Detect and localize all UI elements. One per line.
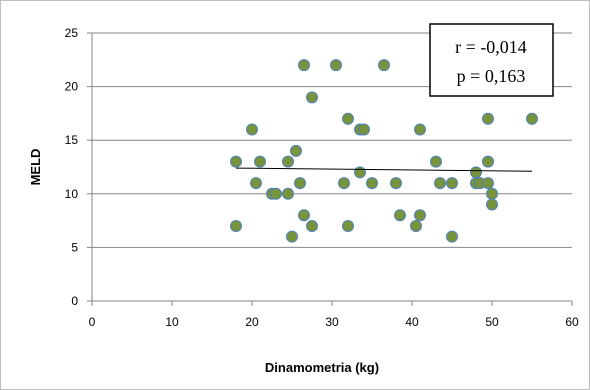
scatter-point (434, 177, 446, 190)
scatter-point (354, 166, 366, 179)
stats-r-value: r = -0,014 (455, 37, 527, 57)
scatter-point (306, 91, 318, 104)
scatter-point (250, 177, 262, 190)
points-layer (230, 59, 538, 243)
scatter-point (482, 155, 494, 168)
x-tick-label: 30 (325, 315, 339, 329)
scatter-point (342, 219, 354, 232)
scatter-point (486, 198, 498, 211)
scatter-point (254, 155, 266, 168)
scatter-point (390, 177, 402, 190)
y-tick-label: 25 (65, 26, 79, 40)
stats-p-value: p = 0,163 (457, 66, 526, 86)
stats-box-border (429, 23, 554, 97)
scatter-point (270, 187, 282, 200)
x-tick-label: 50 (485, 315, 499, 329)
scatter-point (342, 112, 354, 125)
x-tick-label: 0 (89, 315, 96, 329)
scatter-point (394, 209, 406, 222)
scatter-point (482, 177, 494, 190)
y-tick-label: 5 (71, 240, 78, 254)
scatter-point (526, 112, 538, 125)
trendline (235, 167, 533, 172)
scatter-point (330, 59, 342, 72)
scatter-point (366, 177, 378, 190)
x-tick-label: 10 (165, 315, 179, 329)
scatter-point (230, 219, 242, 232)
scatter-point (246, 123, 258, 136)
y-tick-label: 10 (65, 187, 79, 201)
scatter-point (378, 59, 390, 72)
scatter-point (282, 155, 294, 168)
scatter-point (446, 230, 458, 243)
scatter-point (282, 187, 294, 200)
scatter-point (430, 155, 442, 168)
y-tick-label: 20 (65, 80, 79, 94)
x-axis-title: Dinamometria (kg) (265, 360, 379, 375)
x-tick-label: 40 (405, 315, 419, 329)
scatter-point (414, 123, 426, 136)
scatter-point (338, 177, 350, 190)
scatter-point (486, 187, 498, 200)
y-tick-label: 0 (71, 294, 78, 308)
scatter-point (358, 123, 370, 136)
y-tick-label: 15 (65, 133, 79, 147)
scatter-point (470, 166, 482, 179)
scatter-point (294, 177, 306, 190)
scatter-point (410, 219, 422, 232)
stats-annotation: r = -0,014 p = 0,163 (429, 23, 554, 97)
scatter-point (290, 144, 302, 157)
scatter-point (446, 177, 458, 190)
scatter-point (230, 155, 242, 168)
scatter-point (298, 209, 310, 222)
scatter-point (286, 230, 298, 243)
x-tick-label: 60 (565, 315, 579, 329)
scatter-point (306, 219, 318, 232)
scatter-point (482, 112, 494, 125)
tick-layer: 0 10 20 30 40 50 60 0 5 10 15 20 25 (65, 26, 579, 329)
scatter-point (414, 209, 426, 222)
y-axis-title: MELD (28, 149, 43, 186)
scatter-point (298, 59, 310, 72)
x-tick-label: 20 (245, 315, 259, 329)
